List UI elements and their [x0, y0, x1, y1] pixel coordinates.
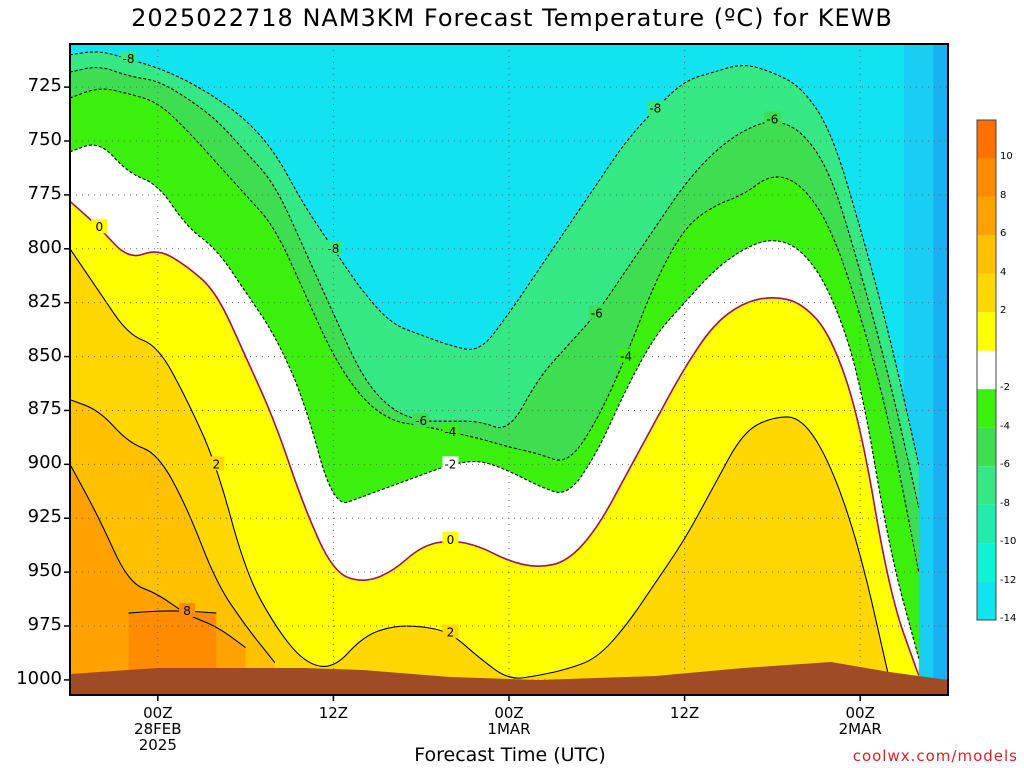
- colorbar-tick-label: -14: [1000, 613, 1017, 624]
- colorbar-band: [977, 120, 996, 159]
- colorbar-tick-label: -6: [1000, 459, 1010, 471]
- isotherm-line--2: [70, 144, 920, 659]
- contour-label-8-0: 8: [183, 604, 191, 618]
- contour-label-bg: [588, 305, 605, 320]
- x-tick-label: 00Z 2MAR: [838, 704, 882, 738]
- colorbar-band: [977, 427, 996, 467]
- colorbar-band: [977, 350, 996, 390]
- isotherm-line--6: [70, 67, 920, 508]
- colorbar-tick-label: -4: [1000, 420, 1010, 432]
- contour-label-bg: [120, 51, 137, 66]
- contour-label--4-6: -4: [444, 425, 456, 439]
- y-tick-label: 725: [27, 75, 62, 97]
- y-tick-label: 750: [27, 129, 62, 150]
- contour-label--6-11: -6: [766, 112, 778, 126]
- colorbar-tick-label: 4: [1000, 266, 1007, 278]
- x-tick-label: 00Z 1MAR: [487, 704, 531, 738]
- colorbar-tick-label: 8: [1000, 189, 1007, 201]
- colorbar-tick-label: -2: [1000, 382, 1010, 394]
- contour-label--8-13: -8: [123, 52, 135, 66]
- x-tick-label: 00Z 28FEB 2025: [134, 704, 182, 754]
- colorbar-frame: [976, 119, 997, 621]
- contour-label-0-2: 0: [95, 220, 103, 234]
- contour-label--8-10: -8: [649, 102, 661, 116]
- isotherm-line-8: [128, 610, 217, 614]
- contour-label-bg: [618, 348, 635, 363]
- colorbar-band: [977, 235, 996, 274]
- contour-label--6-7: -6: [415, 414, 427, 428]
- contour-label-bg: [442, 531, 459, 546]
- contour-label-bg: [91, 219, 108, 234]
- contour-label-bg: [413, 413, 430, 428]
- x-axis-label: Forecast Time (UTC): [414, 744, 606, 766]
- y-tick-label: 775: [27, 182, 62, 204]
- contour-label-2-3: 2: [447, 625, 455, 639]
- y-tick-label: 1000: [16, 667, 62, 689]
- ground-terrain: [70, 662, 948, 695]
- contour-label-bg: [647, 100, 664, 115]
- isotherm-fill-2: [70, 248, 890, 695]
- chart-title: 2025022718 NAM3KM Forecast Temperature (…: [131, 4, 893, 32]
- y-tick-label: 900: [27, 452, 62, 474]
- colorbar-band: [977, 543, 996, 582]
- contour-label-bg: [325, 240, 342, 255]
- isotherm-line--8: [70, 51, 920, 465]
- colorbar-band: [977, 581, 996, 620]
- plot-area: 8 2 0 2 0 -2 -4 -6 -8 -6 -8 -6 -4 -8: [70, 44, 948, 695]
- contour-label-bg: [179, 602, 196, 617]
- colorbar-tick-label: 10: [1000, 151, 1013, 163]
- contour-label--4-12: -4: [620, 350, 632, 364]
- y-tick-label: 875: [27, 398, 62, 420]
- colorbar-band: [977, 389, 996, 428]
- colorbar-band: [977, 504, 996, 544]
- colorbar-band: [977, 273, 996, 313]
- y-tick-label: 800: [27, 236, 62, 258]
- colorbar-band: [977, 312, 996, 351]
- contour-label-2-1: 2: [213, 457, 221, 471]
- coldest-band-right: [933, 44, 948, 695]
- contour-label-bg: [764, 111, 781, 126]
- y-tick-label: 925: [27, 506, 62, 528]
- isotherm-line-6: [70, 464, 246, 649]
- contour-label-bg: [442, 424, 459, 439]
- isotherm-line-2: [70, 248, 891, 681]
- y-tick-label: 825: [27, 290, 62, 312]
- contour-label-bg: [442, 456, 459, 471]
- x-tick-label: 12Z: [669, 704, 700, 722]
- contour-label-bg: [442, 624, 459, 639]
- colorbar-tick-label: -10: [1000, 536, 1017, 548]
- contour-label-0-4: 0: [447, 533, 455, 547]
- contour-label--8-8: -8: [327, 242, 339, 256]
- isotherm-line-4: [70, 399, 276, 664]
- y-tick-label: 850: [27, 344, 62, 366]
- colorbar-tick-label: 2: [1000, 305, 1007, 317]
- isotherm-line-0: [70, 200, 920, 676]
- contour-label--6-9: -6: [591, 306, 603, 320]
- colorbar-band: [977, 466, 996, 505]
- y-tick-label: 975: [27, 614, 62, 636]
- colorbar-tick-label: 6: [1000, 228, 1007, 240]
- contour-label-bg: [208, 456, 225, 471]
- colorbar-tick-label: -8: [1000, 497, 1010, 509]
- colorbar-band: [977, 158, 996, 197]
- y-tick-label: 950: [27, 560, 62, 582]
- colorbar-band: [977, 196, 996, 236]
- site-credit[interactable]: coolwx.com/models: [852, 747, 1018, 765]
- colorbar-tick-label: -12: [1000, 574, 1017, 586]
- contour-label--2-5: -2: [444, 457, 456, 471]
- x-tick-label: 12Z: [318, 704, 349, 722]
